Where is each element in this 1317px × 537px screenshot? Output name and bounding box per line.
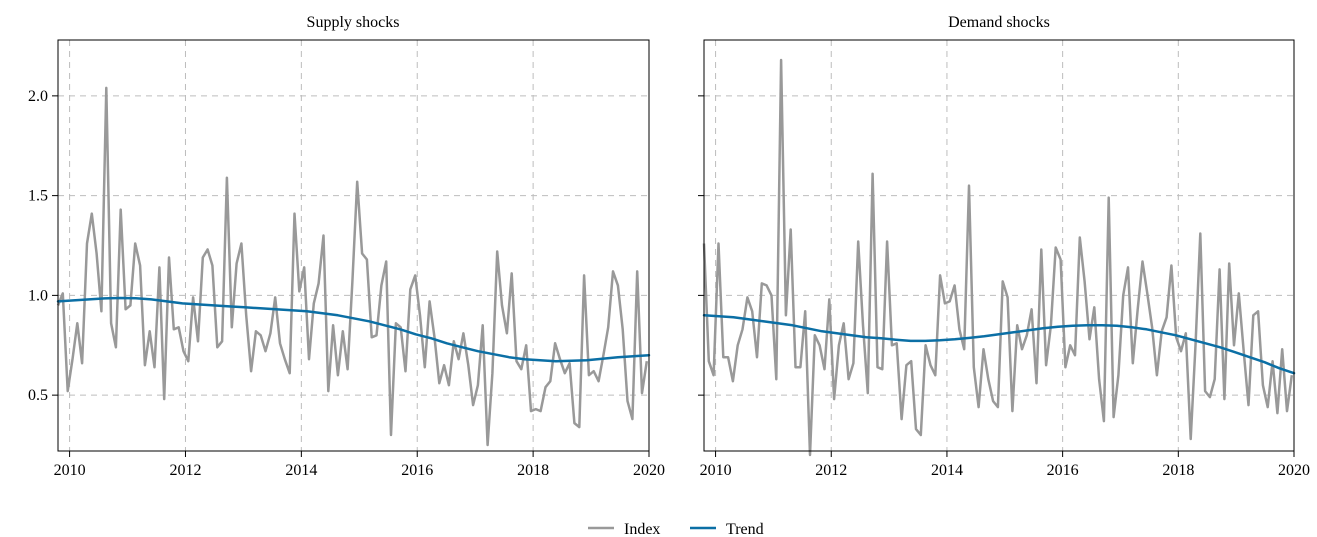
- x-tick-label: 2018: [517, 462, 549, 479]
- axes-supply: 2010 2012 2014 2016 2018 2020 0.5 1.0 1.5 2.0: [28, 88, 665, 479]
- x-tick-label: 2016: [1047, 462, 1079, 479]
- x-tick-label: 2012: [169, 462, 201, 479]
- panel-title-demand: Demand shocks: [948, 14, 1050, 31]
- y-tick-label: 1.0: [28, 287, 48, 304]
- series-supply: [56, 86, 651, 447]
- x-tick-label: 2010: [54, 462, 86, 479]
- axes-demand: 2010 2012 2014 2016 2018 2020: [698, 95, 1310, 479]
- plot-frame-supply: [57, 39, 650, 452]
- series-line-trend: [702, 314, 1296, 375]
- series-demand: [702, 58, 1296, 457]
- x-tick-label: 2020: [1278, 462, 1310, 479]
- y-tick-label: 1.5: [28, 188, 48, 205]
- x-tick-label: 2010: [700, 462, 732, 479]
- x-tick-label: 2020: [633, 462, 665, 479]
- y-tick-label: 0.5: [28, 387, 48, 404]
- legend-label-trend: Trend: [726, 521, 764, 537]
- x-tick-label: 2012: [815, 462, 847, 479]
- legend: Index Trend: [588, 521, 764, 537]
- x-tick-label: 2014: [931, 462, 963, 479]
- panel-supply-shocks: Supply shocks 2010 2012 2014 2016 2018 2020 0.…: [28, 14, 665, 479]
- panel-title-supply: Supply shocks: [307, 14, 400, 31]
- x-tick-label: 2016: [401, 462, 433, 479]
- x-tick-label: 2018: [1162, 462, 1194, 479]
- series-line-index: [56, 86, 649, 447]
- series-line-trend: [56, 296, 651, 363]
- panel-demand-shocks: Demand shocks 2010 2012 2014 2016 2018 2020: [698, 14, 1310, 479]
- plot-frame-demand: [703, 39, 1295, 452]
- series-line-index: [702, 58, 1294, 457]
- y-tick-label: 2.0: [28, 88, 48, 105]
- legend-label-index: Index: [624, 521, 660, 537]
- x-tick-label: 2014: [285, 462, 317, 479]
